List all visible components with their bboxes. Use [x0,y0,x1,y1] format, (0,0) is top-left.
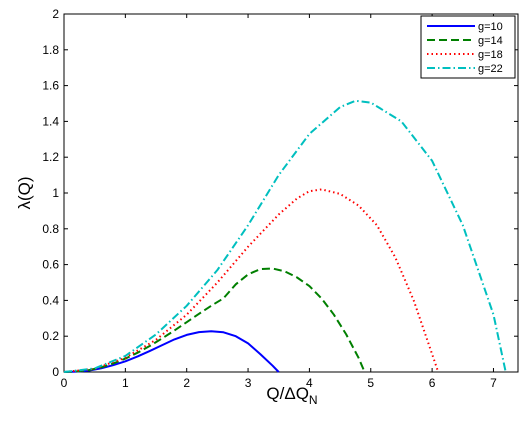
y-tick-label: 2 [52,7,59,21]
y-tick-label: 0 [52,365,59,379]
y-tick-label: 0.6 [42,258,59,272]
x-tick-label: 1 [122,376,129,390]
legend-items: g=10 g=14 g=18 g=22 [427,21,503,75]
series-line-g-14 [63,267,366,373]
y-tick-label: 1.2 [42,150,59,164]
y-tick-label: 1 [52,186,59,200]
legend-label: g=22 [478,63,503,75]
x-tick-label: 6 [429,376,436,390]
series-line-g-22 [63,99,507,373]
y-axis-label: λ(Q) [15,176,34,209]
y-tick-label: 0.2 [42,329,59,343]
series-line-g-18 [63,188,440,373]
legend-label: g=14 [478,35,503,47]
legend-label: g=10 [478,21,503,33]
y-tick-label: 1.8 [42,43,59,57]
x-tick-label: 3 [245,376,252,390]
x-tick-label: 4 [306,376,313,390]
x-axis-label-main: Q/ΔQ [266,384,309,403]
x-tick-label: 0 [61,376,68,390]
axis-ticks: 0 1 2 3 4 5 6 7 0 0.2 0.4 0.6 0.8 1 1.2 1.4 1.6 1.8 2 [42,7,518,390]
x-tick-label: 5 [367,376,374,390]
series-layer [63,99,507,373]
y-tick-label: 1.4 [42,114,59,128]
x-tick-label: 7 [490,376,497,390]
y-tick-label: 1.6 [42,79,59,93]
legend-label: g=18 [478,49,503,61]
x-axis-label-subscript: N [309,393,318,407]
x-tick-label: 2 [183,376,190,390]
x-axis-label: Q/ΔQN [266,384,317,407]
y-tick-label: 0.8 [42,222,59,236]
y-tick-label: 0.4 [42,293,59,307]
legend: g=10 g=14 g=18 g=22 [420,15,516,79]
